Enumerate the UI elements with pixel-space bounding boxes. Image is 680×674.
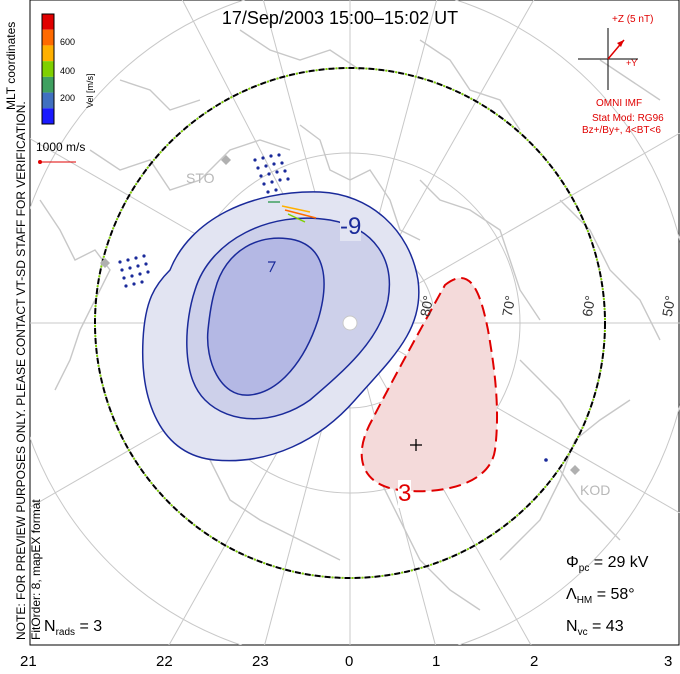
positive-cell — [360, 277, 498, 493]
mlt-label-22: 22 — [156, 653, 173, 670]
preview-note: NOTE: FOR PREVIEW PURPOSES ONLY. PLEASE … — [14, 101, 28, 640]
velocity-vectors-sto — [253, 153, 290, 194]
negative-cell-inner — [206, 237, 325, 396]
stat-model: Stat Mod: RG96 — [592, 113, 664, 124]
colorbar-swatch — [42, 76, 54, 93]
mlt-label-0: 0 — [345, 653, 354, 670]
coordinates-label: MLT coordinates — [4, 21, 18, 110]
n-vc-stat: Nvc = 43 — [566, 618, 624, 639]
mlt-label-21: 21 — [20, 653, 37, 670]
colorbar-swatch — [42, 45, 54, 62]
n-rads-stat: Nrads = 3 — [44, 618, 103, 639]
negative-potential-label: -9 — [340, 213, 362, 241]
colorbar-tick-200: 200 — [60, 93, 76, 103]
imf-y-label: +Y — [626, 58, 638, 68]
heppner-maynard-boundary — [94, 67, 606, 579]
colorbar-label: Vel [m/s] — [85, 73, 95, 108]
imf-z-label: +Z (5 nT) — [612, 14, 654, 25]
mlt-label-23: 23 — [252, 653, 269, 670]
station-markers — [100, 155, 580, 475]
coastlines — [39, 29, 661, 611]
mlt-label-1: 1 — [432, 653, 441, 670]
imf-source: OMNI IMF — [596, 98, 643, 109]
colorbar-swatch — [42, 61, 54, 77]
lambda-hm-stat: ΛHM = 58° — [566, 586, 635, 607]
colorbar-swatch — [42, 92, 54, 109]
imf-bin: Bz+/By+, 4<BT<6 — [582, 125, 661, 136]
colorbar-swatch — [42, 108, 54, 124]
station-kod: KOD — [580, 482, 611, 498]
plot-title: 17/Sep/2003 15:00–15:02 UT — [221, 8, 459, 28]
phi-pc-stat: Φpc = 29 kV — [566, 554, 649, 575]
fit-order-label: FitOrder: 8, mapEX format — [29, 499, 43, 640]
velocity-scale-arrow — [38, 160, 76, 164]
mlt-label-2: 2 — [530, 653, 539, 670]
colorbar-swatch — [42, 14, 54, 30]
colorbar-swatch — [42, 29, 54, 46]
colorbar-tick-400: 400 — [60, 66, 76, 76]
velocity-scale-label: 1000 m/s — [36, 140, 86, 154]
positive-potential-label: 3 — [398, 480, 412, 508]
velocity-vectors-west — [118, 254, 150, 288]
station-sto: STO — [186, 170, 215, 186]
mlt-label-3: 3 — [664, 653, 673, 670]
colorbar-tick-600: 600 — [60, 37, 76, 47]
positive-cell-max-marker — [410, 439, 422, 451]
velocity-vectors-fast — [268, 201, 317, 223]
velocity-colorbar — [41, 13, 55, 125]
imf-clock-dial — [578, 28, 638, 90]
